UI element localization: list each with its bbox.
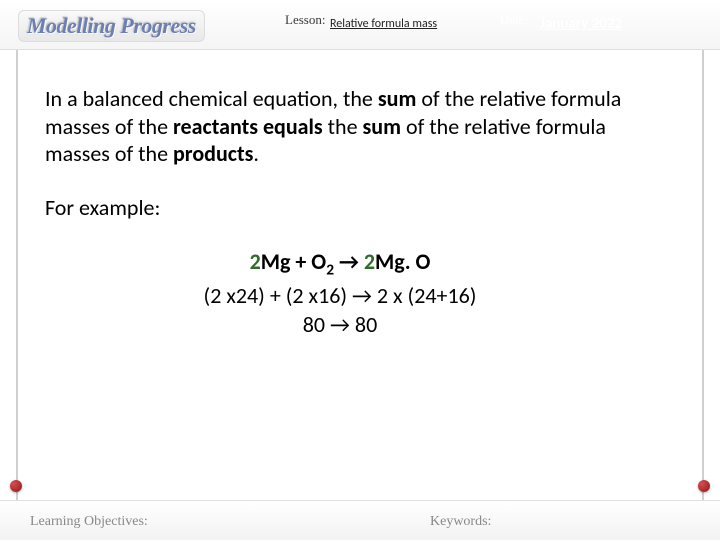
lesson-value: Relative formula mass bbox=[330, 17, 437, 31]
text-bold: sum bbox=[378, 85, 416, 112]
pin-icon bbox=[10, 480, 22, 492]
margin-line-right bbox=[702, 50, 704, 500]
equation-line-3: 80 → 80 bbox=[5, 310, 675, 340]
keywords-label: Keywords: bbox=[430, 514, 491, 530]
main-paragraph: In a balanced chemical equation, the sum… bbox=[45, 85, 675, 168]
formula: Mg. O bbox=[375, 248, 430, 275]
arrow: → bbox=[334, 248, 364, 275]
equation-line-1: 2Mg + O2 → 2Mg. O bbox=[5, 247, 675, 281]
subscript: 2 bbox=[326, 260, 334, 279]
formula: Mg + O bbox=[261, 248, 326, 275]
text: the bbox=[323, 113, 363, 140]
slide-content: In a balanced chemical equation, the sum… bbox=[45, 85, 675, 340]
equation-line-2: (2 x24) + (2 x16) → 2 x (24+16) bbox=[5, 281, 675, 311]
footer-bar: Learning Objectives: Keywords: bbox=[0, 500, 720, 540]
date-value: January 2022 bbox=[540, 15, 622, 33]
coefficient: 2 bbox=[250, 248, 261, 275]
text-bold: products bbox=[173, 140, 253, 167]
coefficient: 2 bbox=[364, 248, 375, 275]
pin-icon bbox=[698, 480, 710, 492]
text-bold: reactants equals bbox=[173, 113, 323, 140]
learning-objectives-label: Learning Objectives: bbox=[30, 514, 148, 530]
text-bold: sum bbox=[363, 113, 401, 140]
title-badge: Modelling Progress bbox=[18, 10, 205, 42]
example-label: For example: bbox=[45, 194, 675, 221]
equation-block: 2Mg + O2 → 2Mg. O (2 x24) + (2 x16) → 2 … bbox=[5, 247, 675, 341]
text: . bbox=[253, 140, 259, 167]
lesson-label: Lesson: bbox=[285, 12, 325, 28]
header-bar: Modelling Progress Lesson: Relative form… bbox=[0, 0, 720, 50]
date-label: Date: bbox=[500, 12, 528, 28]
text: In a balanced chemical equation, the bbox=[45, 85, 378, 112]
